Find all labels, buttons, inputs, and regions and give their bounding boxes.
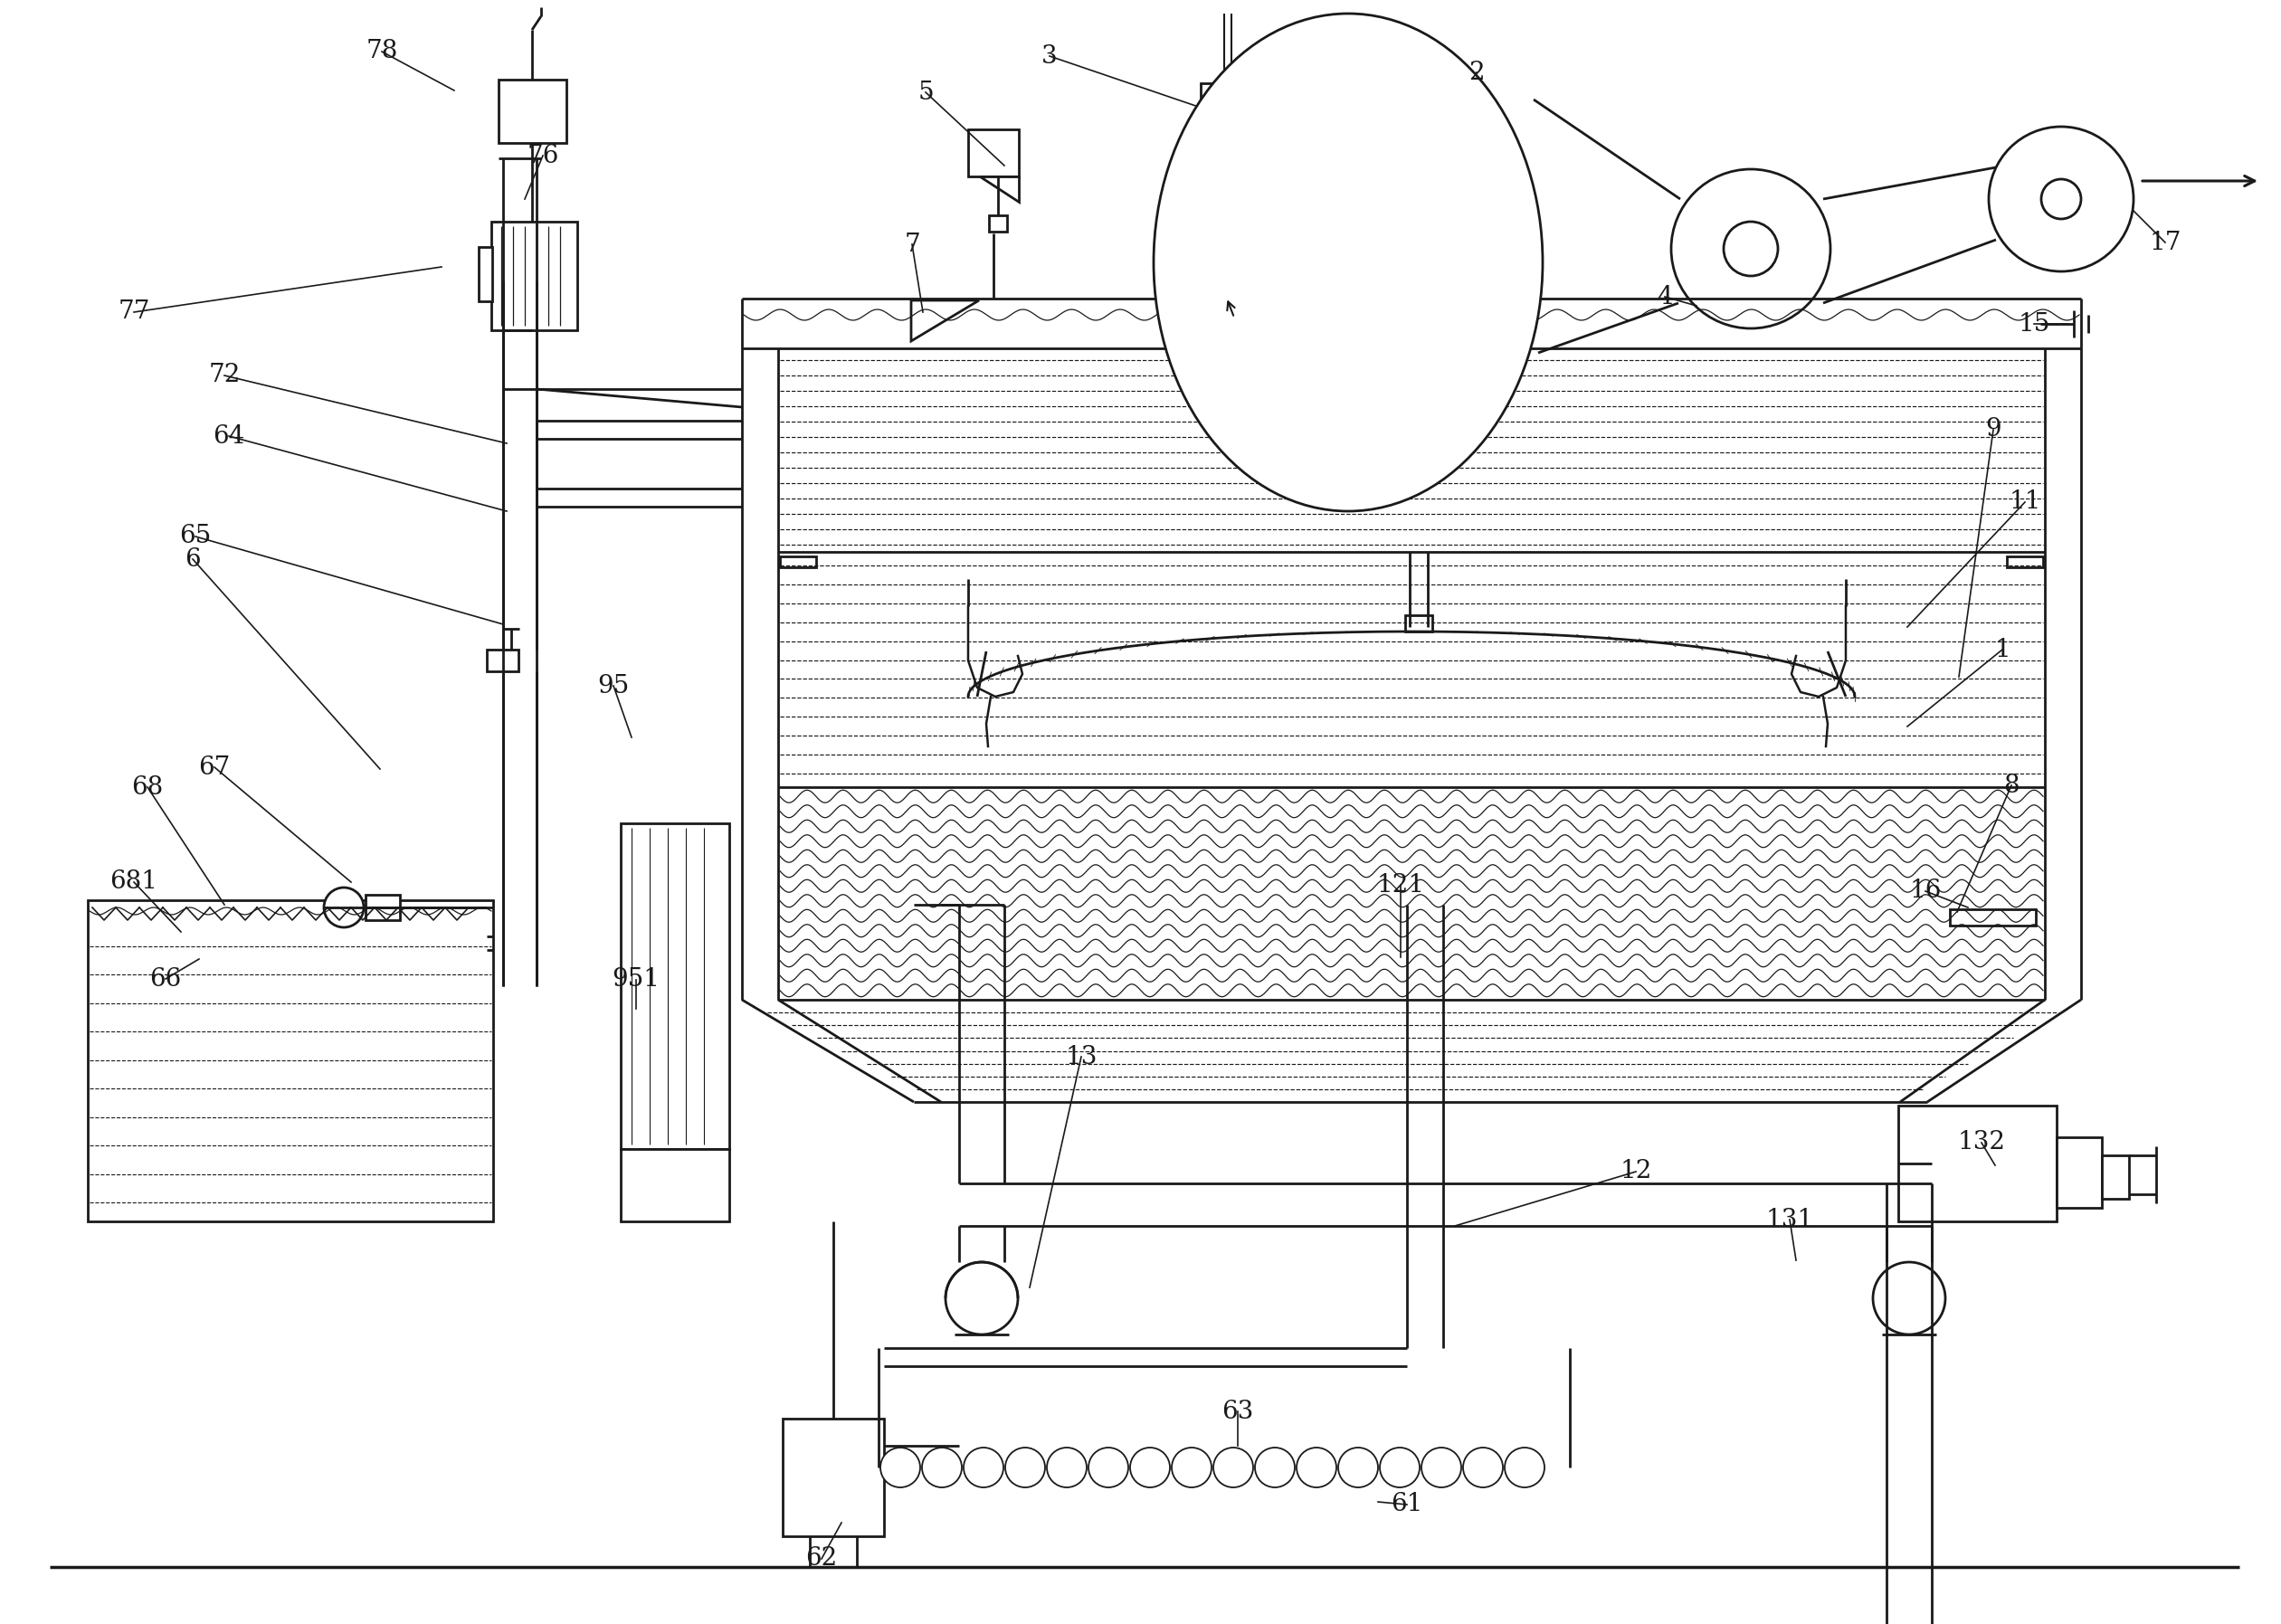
Text: 7: 7: [903, 232, 919, 257]
Text: 5: 5: [917, 80, 933, 104]
Circle shape: [1989, 127, 2133, 271]
Text: 6: 6: [185, 547, 201, 572]
Circle shape: [1380, 1447, 1419, 1488]
Text: 1: 1: [1994, 637, 2010, 663]
Circle shape: [1462, 1447, 1503, 1488]
Bar: [365, 895, 399, 921]
Circle shape: [1255, 1447, 1296, 1488]
Circle shape: [880, 1447, 919, 1488]
Text: 72: 72: [208, 364, 240, 388]
Text: 15: 15: [2019, 312, 2051, 336]
Text: 63: 63: [1223, 1400, 1255, 1424]
Circle shape: [1282, 197, 1414, 328]
Circle shape: [963, 1447, 1004, 1488]
Text: 65: 65: [180, 525, 212, 549]
Bar: [780, 557, 817, 567]
Bar: [486, 650, 518, 671]
Circle shape: [1672, 169, 1829, 328]
Text: 121: 121: [1378, 872, 1426, 896]
Bar: [1200, 83, 1252, 133]
Circle shape: [1873, 1262, 1946, 1335]
Text: 95: 95: [598, 674, 630, 698]
Bar: [2007, 557, 2044, 567]
Polygon shape: [910, 300, 979, 341]
Bar: [1405, 615, 1432, 632]
Bar: [479, 247, 493, 302]
Bar: [2057, 1137, 2101, 1208]
Text: 16: 16: [1909, 879, 1941, 903]
Text: 64: 64: [212, 424, 244, 448]
Ellipse shape: [1154, 13, 1542, 512]
Bar: [2101, 1155, 2128, 1199]
Bar: [500, 80, 566, 143]
Polygon shape: [1209, 133, 1243, 158]
Text: 132: 132: [1957, 1130, 2005, 1155]
Text: 17: 17: [2149, 231, 2181, 255]
Bar: [1898, 1106, 2057, 1221]
Bar: [967, 130, 1020, 177]
Circle shape: [1213, 1447, 1252, 1488]
Circle shape: [1088, 1447, 1129, 1488]
Text: 951: 951: [611, 968, 659, 992]
Circle shape: [1339, 1447, 1378, 1488]
Bar: [620, 1150, 730, 1221]
Circle shape: [1724, 221, 1777, 276]
Circle shape: [1006, 1447, 1045, 1488]
Text: 68: 68: [132, 775, 164, 799]
Bar: [87, 900, 493, 1221]
Text: 61: 61: [1391, 1492, 1423, 1517]
Bar: [990, 216, 1006, 232]
Text: 62: 62: [805, 1546, 837, 1570]
Text: 66: 66: [151, 966, 182, 991]
Circle shape: [947, 1262, 1017, 1335]
Text: 2: 2: [1469, 60, 1485, 84]
Circle shape: [324, 888, 363, 927]
Circle shape: [1129, 1447, 1170, 1488]
Text: 13: 13: [1065, 1044, 1097, 1069]
Text: 11: 11: [2010, 490, 2041, 515]
Text: 67: 67: [198, 755, 230, 780]
Bar: [620, 823, 730, 1150]
Text: 9: 9: [1984, 417, 2000, 442]
Bar: [1950, 909, 2037, 926]
Circle shape: [1296, 1447, 1337, 1488]
Text: 4: 4: [1656, 284, 1672, 309]
Circle shape: [1421, 1447, 1462, 1488]
Circle shape: [1505, 1447, 1544, 1488]
Text: 12: 12: [1620, 1160, 1651, 1184]
Text: 131: 131: [1765, 1207, 1813, 1231]
Text: 78: 78: [365, 39, 397, 63]
Circle shape: [2041, 179, 2080, 219]
Text: 681: 681: [109, 870, 157, 895]
Circle shape: [1172, 1447, 1211, 1488]
Text: 77: 77: [119, 300, 151, 325]
Text: 8: 8: [2003, 773, 2019, 797]
Circle shape: [1047, 1447, 1086, 1488]
Circle shape: [922, 1447, 963, 1488]
Text: 3: 3: [1042, 44, 1058, 68]
Bar: [782, 1419, 885, 1536]
Bar: [490, 221, 577, 330]
Text: 76: 76: [527, 143, 559, 167]
Polygon shape: [981, 177, 1020, 201]
